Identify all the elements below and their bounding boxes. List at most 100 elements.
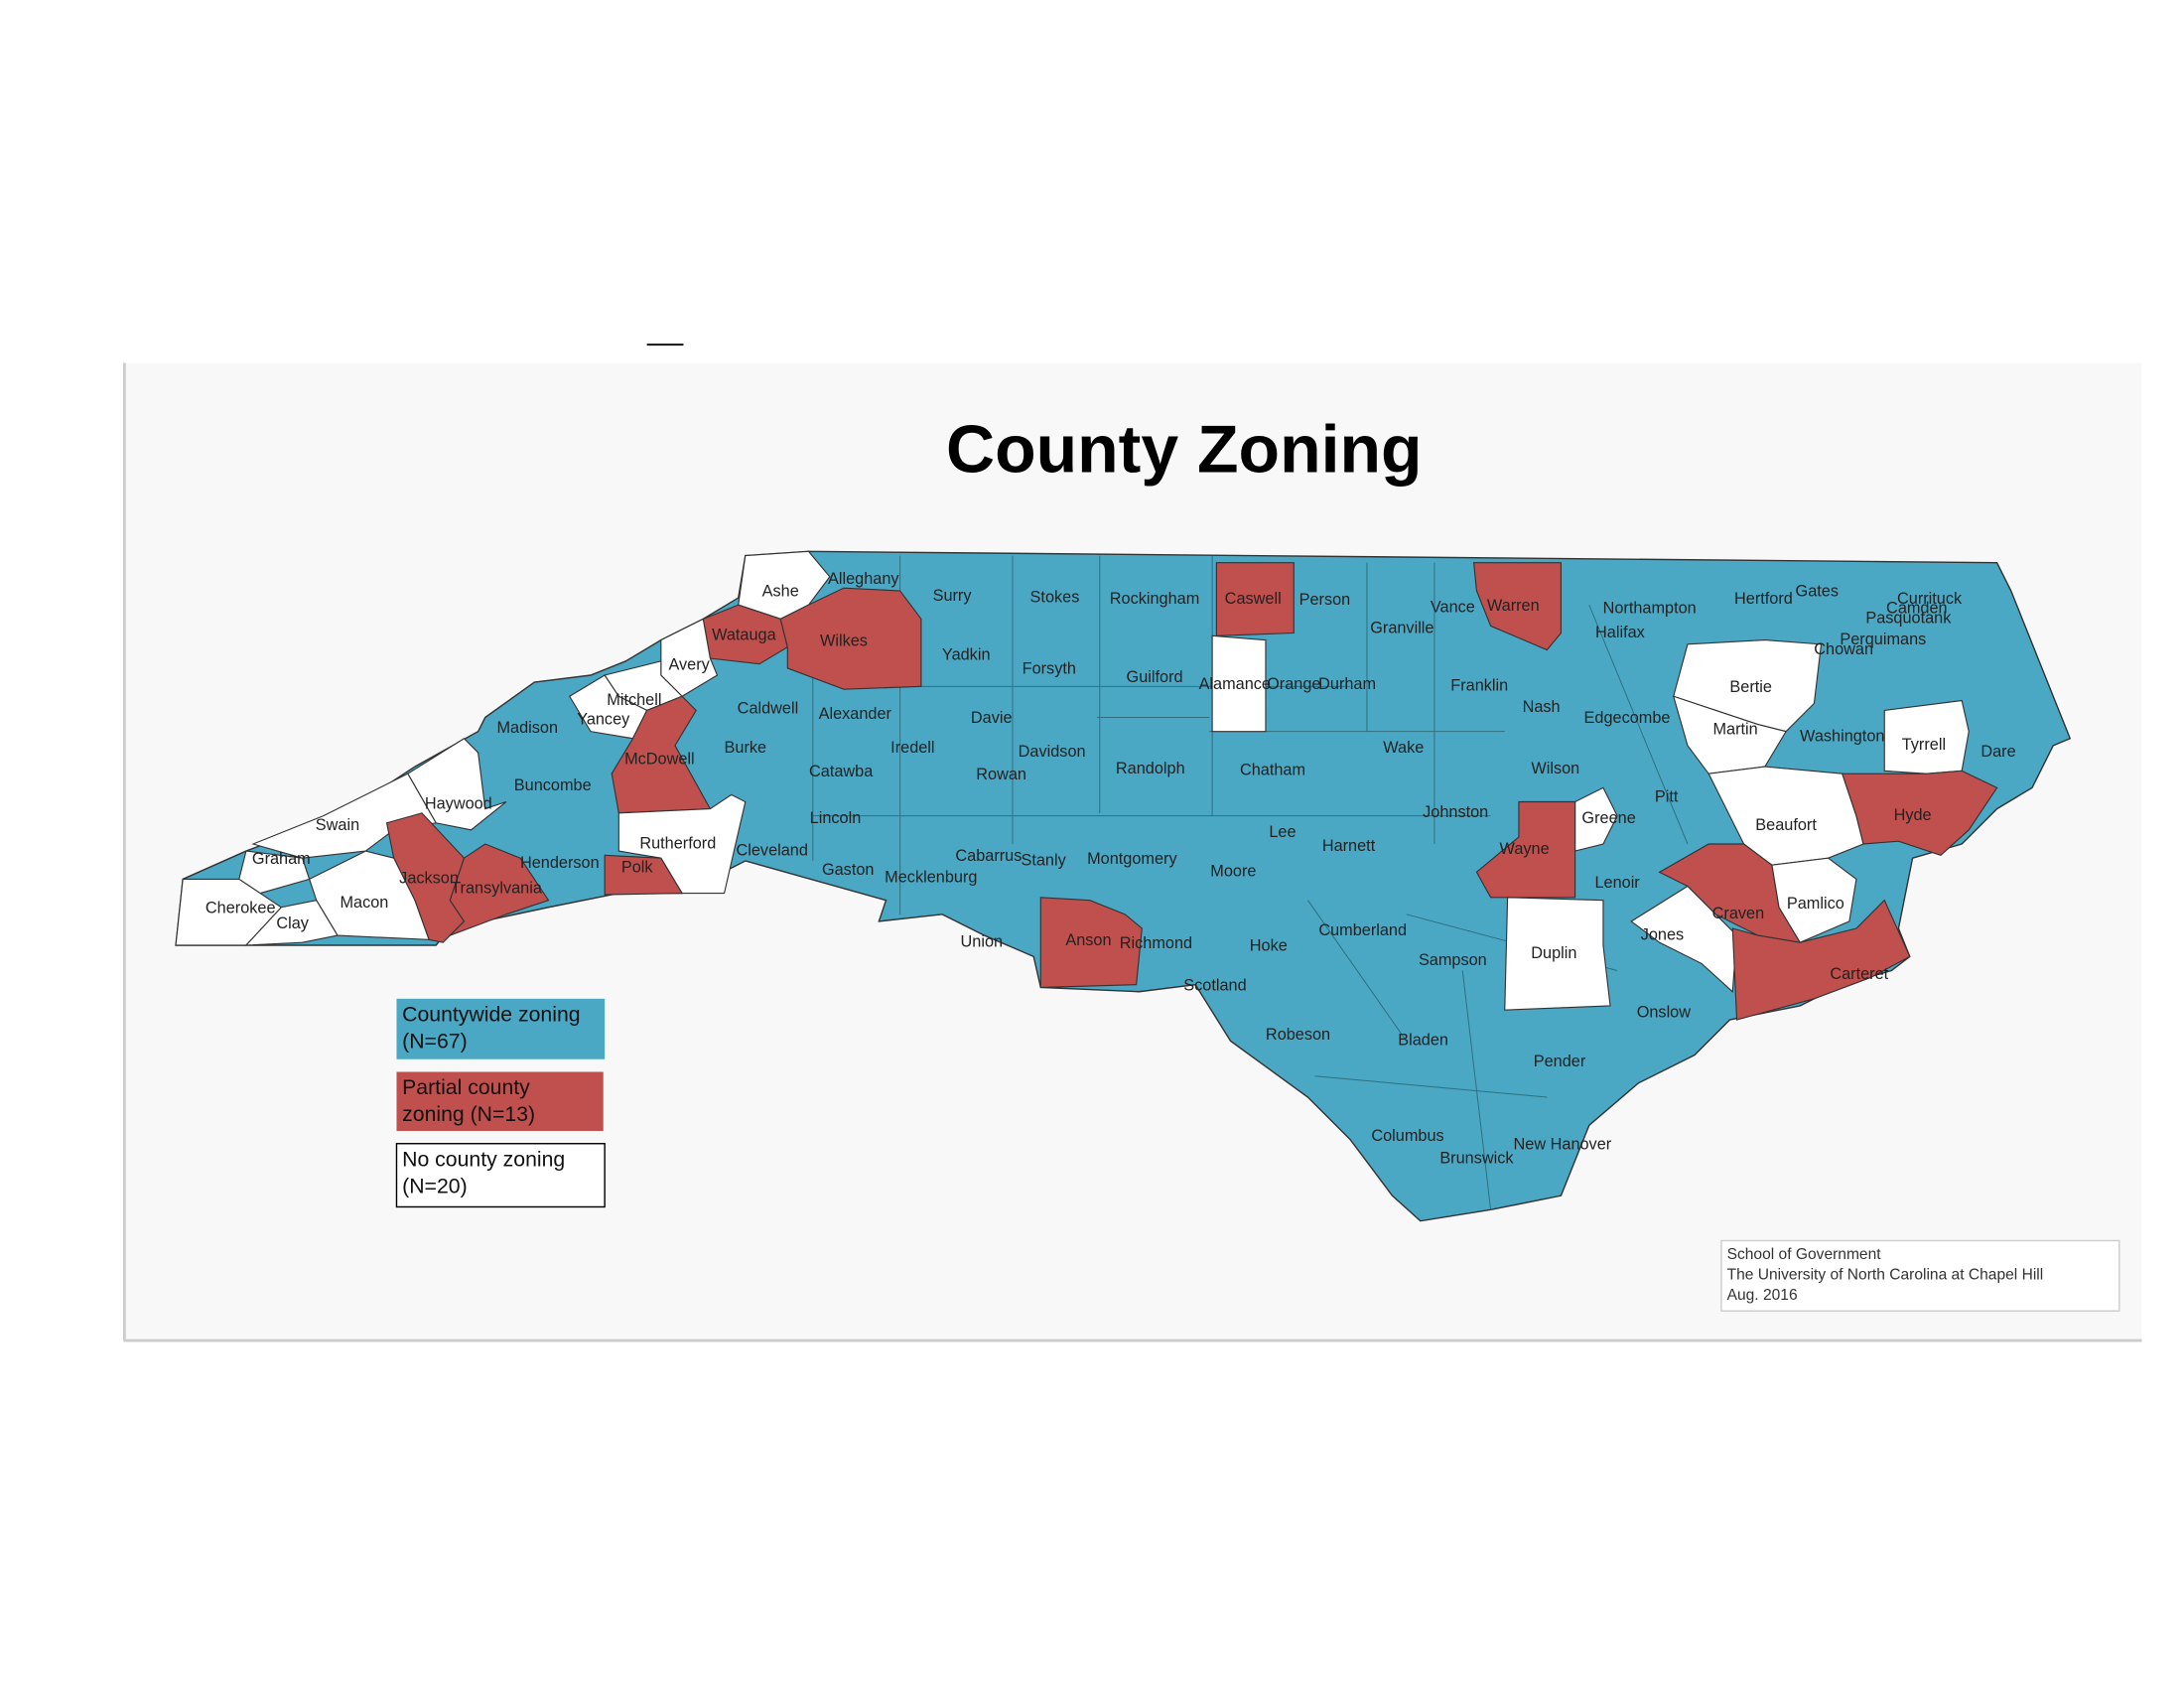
county-shape bbox=[1707, 766, 1864, 866]
county-label: Duplin bbox=[1531, 944, 1576, 962]
credit-box bbox=[1720, 1239, 2120, 1313]
credit: School of Government The University of No… bbox=[1727, 1246, 2044, 1304]
county-label: Rockingham bbox=[1110, 590, 1200, 608]
county-label: Richmond bbox=[1120, 934, 1192, 952]
legend-label: No county zoning bbox=[402, 1147, 565, 1171]
legend-label: (N=20) bbox=[402, 1174, 467, 1197]
county-label: Swain bbox=[316, 816, 359, 834]
county-label: Alexander bbox=[819, 705, 892, 723]
county-shape bbox=[1841, 770, 1998, 856]
county-label: Montgomery bbox=[1087, 850, 1177, 868]
legend-label: Partial county bbox=[402, 1075, 530, 1099]
map-title: County Zoning bbox=[946, 412, 1423, 488]
county-label: Franklin bbox=[1450, 677, 1508, 695]
county-label: Ashe bbox=[762, 583, 799, 601]
county-label: Haywood bbox=[425, 795, 492, 813]
county-label: Dare bbox=[1980, 743, 2015, 761]
credit-line: The University of North Carolina at Chap… bbox=[1727, 1266, 2044, 1283]
credit-line: School of Government bbox=[1727, 1246, 1882, 1263]
county-label: Nash bbox=[1523, 698, 1561, 716]
county-label: Person bbox=[1299, 591, 1351, 609]
county-label: Warren bbox=[1487, 597, 1540, 615]
county-label: Alleghany bbox=[828, 570, 899, 588]
county-label: Martin bbox=[1712, 721, 1757, 739]
county-border bbox=[1314, 1075, 1548, 1098]
county-shape bbox=[238, 850, 311, 895]
county-label: Jones bbox=[1641, 925, 1684, 943]
county-shape bbox=[604, 854, 684, 896]
county-label: Stanly bbox=[1021, 851, 1066, 869]
county-label: Pitt bbox=[1655, 788, 1679, 806]
county-label: Macon bbox=[340, 894, 388, 912]
county-label: Currituck bbox=[1897, 590, 1963, 608]
county-label: Pasquotank bbox=[1865, 610, 1952, 628]
county-label: Yadkin bbox=[942, 645, 991, 663]
county-label: Transylvania bbox=[451, 880, 543, 898]
county-shape bbox=[1215, 562, 1295, 636]
legend: Countywide zoning (N=67) Partial county zon… bbox=[395, 998, 606, 1208]
county-shape bbox=[1731, 899, 1911, 1021]
county-label: Cleveland bbox=[737, 841, 808, 859]
county-shape bbox=[1472, 562, 1563, 651]
credit-line: Aug. 2016 bbox=[1727, 1287, 1798, 1304]
county-label: Cumberland bbox=[1318, 921, 1407, 939]
county-label: Union bbox=[961, 932, 1004, 950]
county-label: Carteret bbox=[1830, 965, 1888, 983]
county-label: Forsyth bbox=[1023, 660, 1076, 678]
county-label: Catawba bbox=[809, 763, 874, 780]
county-label: Pamlico bbox=[1787, 895, 1844, 913]
county-label: Henderson bbox=[520, 854, 600, 872]
county-label: Graham bbox=[252, 850, 311, 868]
county-label: Chowan bbox=[1814, 640, 1873, 658]
county-shape bbox=[617, 793, 747, 895]
county-label: Orange bbox=[1267, 675, 1320, 693]
county-label: Camden bbox=[1886, 600, 1948, 618]
county-label: Brunswick bbox=[1439, 1150, 1514, 1168]
county-label: McDowell bbox=[624, 750, 695, 768]
county-shape bbox=[1475, 800, 1576, 899]
county-label: Buncombe bbox=[514, 776, 592, 794]
legend-label: Countywide zoning bbox=[402, 1002, 580, 1026]
county-label: Wilson bbox=[1531, 760, 1579, 777]
county-label: Wilkes bbox=[820, 632, 868, 649]
county-shape bbox=[449, 843, 550, 936]
county-label: Caswell bbox=[1225, 590, 1282, 608]
county-label: Columbus bbox=[1371, 1127, 1443, 1145]
county-label: Lenoir bbox=[1594, 874, 1640, 892]
county-label: Anson bbox=[1065, 931, 1111, 949]
county-label: Yancey bbox=[577, 711, 630, 729]
county-label: Wayne bbox=[1500, 840, 1550, 858]
county-label: Lincoln bbox=[810, 809, 862, 827]
county-label: Polk bbox=[621, 858, 654, 876]
county-label: Pender bbox=[1534, 1053, 1586, 1070]
county-shape bbox=[244, 900, 339, 946]
legend-swatch bbox=[396, 1071, 604, 1131]
county-label: Hyde bbox=[1894, 806, 1932, 824]
county-label: Northampton bbox=[1603, 600, 1697, 618]
county-label: Lee bbox=[1269, 823, 1296, 841]
county-label: Caldwell bbox=[738, 699, 799, 717]
county-label: Moore bbox=[1210, 863, 1256, 881]
county-shape bbox=[779, 587, 922, 690]
county-label: Vance bbox=[1431, 598, 1475, 616]
county-label: Hertford bbox=[1734, 590, 1793, 608]
county-label: Johnston bbox=[1423, 803, 1488, 821]
county-label: Rutherford bbox=[639, 834, 716, 852]
county-border bbox=[1461, 970, 1492, 1210]
county-label: Gaston bbox=[822, 861, 875, 879]
county-label: Surry bbox=[933, 587, 973, 605]
county-label: Edgecombe bbox=[1584, 709, 1671, 727]
county-label: Bertie bbox=[1729, 678, 1772, 696]
county-label: Watauga bbox=[712, 627, 777, 644]
legend-swatch bbox=[395, 1143, 606, 1208]
county-label: Cabarrus bbox=[955, 847, 1022, 865]
county-label: Tyrrell bbox=[1902, 736, 1946, 754]
county-label: Robeson bbox=[1266, 1026, 1330, 1044]
county-shape bbox=[1771, 857, 1857, 943]
county-border bbox=[1588, 604, 1689, 845]
county-shape bbox=[407, 738, 507, 831]
legend-swatch bbox=[396, 998, 606, 1059]
county-label: Davie bbox=[971, 709, 1013, 727]
county-label: Bladen bbox=[1398, 1032, 1448, 1050]
county-label: Iredell bbox=[890, 739, 934, 757]
